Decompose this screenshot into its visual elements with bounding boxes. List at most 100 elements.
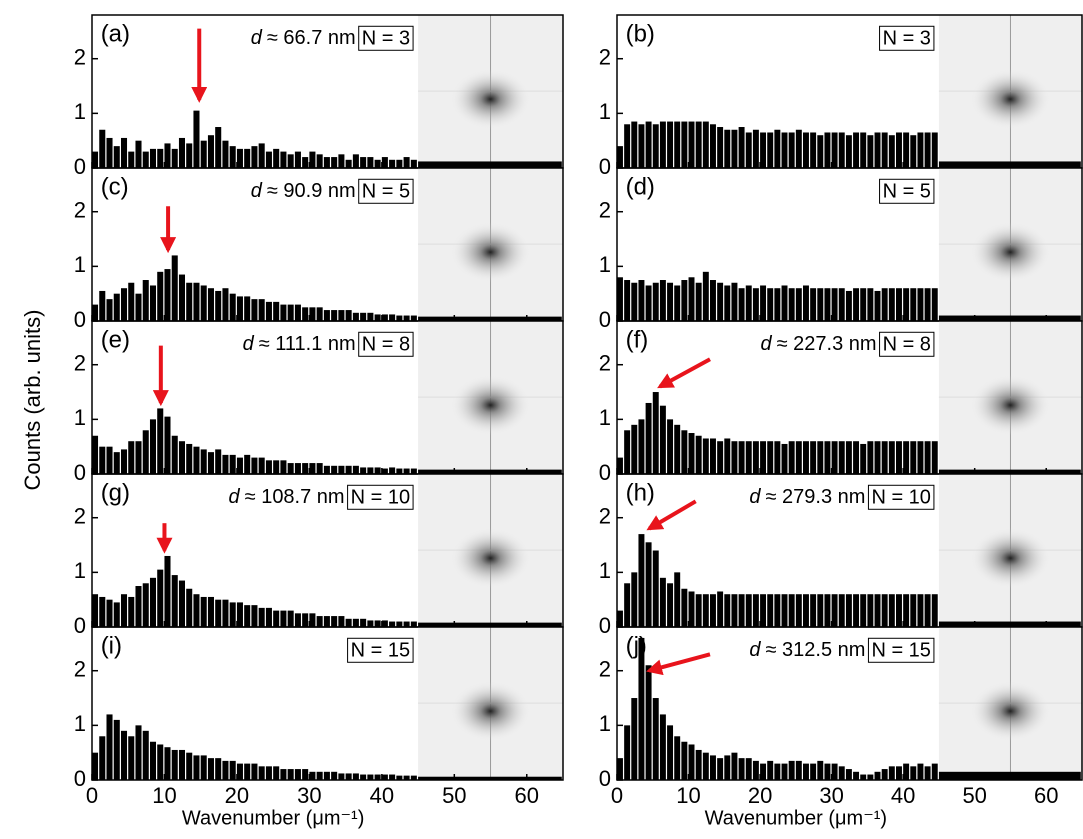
bar bbox=[352, 773, 359, 780]
bar bbox=[688, 121, 695, 168]
bar bbox=[681, 121, 688, 168]
bar bbox=[917, 288, 924, 321]
bar bbox=[229, 146, 236, 168]
bar bbox=[659, 121, 666, 168]
bar bbox=[831, 132, 838, 168]
n-label: N = 3 bbox=[883, 27, 931, 49]
n-box bbox=[358, 178, 414, 204]
x-tick-label: 10 bbox=[676, 783, 700, 808]
bar bbox=[845, 594, 852, 627]
bar bbox=[652, 550, 659, 627]
bar bbox=[745, 441, 752, 474]
panel: 0 1 2 (d) N = 5 bbox=[599, 167, 1083, 332]
bar bbox=[193, 110, 200, 168]
n-box bbox=[867, 637, 935, 663]
bar bbox=[316, 463, 323, 474]
bar bbox=[352, 312, 359, 321]
bar bbox=[674, 736, 681, 780]
panel: 0 1 2 (a) N = 3 d ≈ 66.7 nm bbox=[74, 14, 564, 179]
bar bbox=[788, 594, 795, 627]
bar bbox=[924, 132, 931, 168]
bar bbox=[171, 255, 178, 321]
bar bbox=[674, 572, 681, 627]
bar bbox=[381, 157, 388, 168]
bar bbox=[113, 452, 120, 474]
bar bbox=[352, 154, 359, 168]
bar bbox=[200, 449, 207, 474]
bar bbox=[302, 769, 309, 780]
bar bbox=[688, 744, 695, 780]
bar bbox=[142, 430, 149, 474]
y-tick-label: 1 bbox=[599, 252, 611, 277]
y-tick-label: 0 bbox=[599, 613, 611, 638]
bar bbox=[731, 752, 738, 780]
bar bbox=[695, 749, 702, 780]
bar bbox=[731, 594, 738, 627]
bar bbox=[323, 616, 330, 627]
arrow bbox=[646, 652, 711, 676]
y-axis-label: Counts (arb. units) bbox=[20, 310, 45, 491]
x-tick-label: 30 bbox=[297, 783, 321, 808]
bar bbox=[888, 288, 895, 321]
n-label: N = 8 bbox=[883, 333, 931, 355]
bar bbox=[280, 769, 287, 780]
bar bbox=[418, 776, 562, 780]
bar bbox=[896, 766, 902, 780]
bar bbox=[788, 760, 795, 780]
bar bbox=[236, 602, 243, 627]
x-axis-label: Wavenumber (μm⁻¹) bbox=[182, 807, 364, 829]
bar bbox=[294, 151, 301, 168]
y-tick-label: 1 bbox=[74, 711, 86, 736]
bar bbox=[244, 763, 251, 780]
bar bbox=[381, 620, 388, 627]
bar bbox=[838, 288, 845, 321]
y-tick-label: 2 bbox=[599, 504, 611, 529]
arrow bbox=[657, 357, 711, 389]
bar bbox=[674, 285, 681, 321]
bar bbox=[106, 137, 113, 168]
bar bbox=[345, 465, 352, 474]
bar bbox=[410, 315, 417, 321]
bar bbox=[788, 132, 795, 168]
annotation-symbol: d bbox=[243, 333, 255, 355]
bar bbox=[135, 293, 142, 321]
bar bbox=[186, 443, 193, 474]
bar bbox=[681, 280, 688, 321]
bar bbox=[874, 771, 881, 780]
bar bbox=[374, 314, 381, 321]
bar bbox=[845, 769, 852, 780]
bar bbox=[824, 132, 831, 168]
bar bbox=[164, 555, 171, 627]
bar bbox=[178, 137, 185, 168]
bar bbox=[229, 454, 236, 474]
bar bbox=[410, 159, 417, 168]
bar bbox=[352, 618, 359, 627]
x-tick-label: 0 bbox=[86, 783, 98, 808]
bar bbox=[860, 774, 867, 780]
bar bbox=[222, 288, 229, 321]
bar bbox=[617, 457, 623, 474]
y-tick-label: 2 bbox=[599, 351, 611, 376]
bar bbox=[142, 730, 149, 780]
y-tick-label: 0 bbox=[74, 460, 86, 485]
bar bbox=[374, 467, 381, 474]
bar bbox=[824, 594, 831, 627]
bar bbox=[149, 419, 157, 474]
y-tick-label: 2 bbox=[74, 657, 86, 682]
bar bbox=[903, 132, 910, 168]
bar bbox=[396, 315, 403, 321]
bar bbox=[120, 137, 128, 168]
bar bbox=[924, 766, 931, 780]
bar bbox=[164, 143, 171, 168]
bar bbox=[294, 463, 301, 474]
bar bbox=[135, 586, 142, 627]
y-tick-label: 1 bbox=[599, 558, 611, 583]
bar bbox=[938, 621, 1081, 627]
bar bbox=[896, 132, 902, 168]
bar bbox=[774, 441, 781, 474]
bar bbox=[760, 132, 767, 168]
x-tick-label: 60 bbox=[515, 783, 539, 808]
bar bbox=[681, 430, 688, 474]
bar bbox=[135, 140, 142, 168]
x-tick-label: 10 bbox=[152, 783, 176, 808]
